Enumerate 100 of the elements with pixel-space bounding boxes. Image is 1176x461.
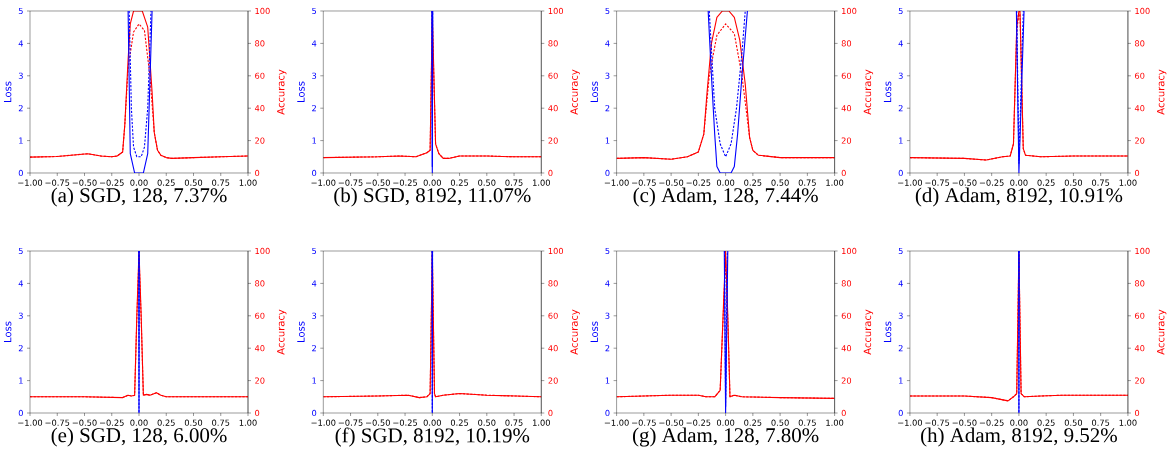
x-tick-label: 0.75 <box>1092 179 1110 186</box>
x-tick-label: −1.00 <box>898 419 923 426</box>
y-axis-title: Loss <box>3 321 12 342</box>
x-tick-label: 0.50 <box>1064 419 1083 426</box>
y2-tick-label: 20 <box>548 137 558 144</box>
y2-tick-label: 60 <box>1135 312 1145 319</box>
y-tick-label: 1 <box>899 137 903 144</box>
y2-tick-label: 100 <box>255 7 270 15</box>
x-tick-label: −1.00 <box>311 179 336 186</box>
x-tick-label: 0.75 <box>505 419 523 426</box>
y2-tick-label: 20 <box>1135 137 1145 144</box>
y-tick-label: 2 <box>605 345 610 352</box>
y-tick-label: 2 <box>18 345 23 352</box>
y-tick-label: 4 <box>18 280 24 287</box>
y2-axis-title: Accuracy <box>570 309 580 355</box>
y-tick-label: 1 <box>605 137 610 144</box>
text: (c) Adam, 128, 7.44% <box>633 187 818 207</box>
y2-tick-label: 0 <box>255 169 260 177</box>
y-tick-label: 0 <box>18 169 23 177</box>
y2-axis-title: Accuracy <box>863 69 874 115</box>
y2-axis-title: Accuracy <box>1157 69 1167 115</box>
y2-tick-label: 40 <box>254 345 265 352</box>
x-tick-label: 1.00 <box>1119 419 1137 426</box>
x-tick-label: 0.50 <box>478 179 496 186</box>
x-tick-label: 0.75 <box>798 419 816 426</box>
y2-tick-label: 20 <box>255 377 265 384</box>
y-tick-label: 5 <box>605 247 610 255</box>
y-tick-label: 3 <box>312 312 317 319</box>
text: (h) Adam, 8192, 9.52% <box>921 427 1117 447</box>
y2-tick-label: 40 <box>254 105 265 112</box>
y-tick-label: 3 <box>605 312 610 319</box>
y-tick-label: 3 <box>18 312 23 319</box>
y2-tick-label: 60 <box>548 312 558 319</box>
x-tick-label: −0.50 <box>659 179 684 186</box>
y2-tick-label: 80 <box>841 280 852 287</box>
x-tick-label: 0.25 <box>1037 419 1055 426</box>
x-tick-label: −0.25 <box>686 419 711 426</box>
y-axis-title: Loss <box>590 321 598 342</box>
x-tick-label: −1.00 <box>18 419 43 426</box>
x-tick-label: −0.75 <box>338 419 363 426</box>
y2-axis-title: Accuracy <box>1157 309 1167 355</box>
x-tick-label: −0.75 <box>45 419 70 426</box>
y2-tick-label: 0 <box>548 169 553 177</box>
x-tick-label: 0.00 <box>423 179 441 186</box>
x-tick-label: 0.00 <box>130 419 148 426</box>
y2-tick-label: 20 <box>548 377 558 384</box>
y2-tick-label: 0 <box>548 409 553 417</box>
y-axis-title: Loss <box>3 81 12 102</box>
x-tick-label: 0.25 <box>1037 179 1055 186</box>
x-tick-label: −1.00 <box>18 179 43 186</box>
y-tick-label: 3 <box>898 72 903 79</box>
x-tick-label: 0.50 <box>184 419 203 426</box>
y-tick-label: 0 <box>605 409 610 417</box>
y2-tick-label: 100 <box>255 247 270 255</box>
x-tick-label: 0.75 <box>212 179 230 186</box>
y-tick-label: 3 <box>312 72 317 79</box>
text: (e) SGD, 128, 6.00% <box>51 427 227 447</box>
y2-tick-label: 80 <box>1135 40 1145 47</box>
y2-tick-label: 80 <box>841 40 852 47</box>
text: (a) SGD, 128, 7.37% <box>51 187 227 207</box>
x-tick-label: 1.00 <box>533 419 550 426</box>
y-axis-title: Loss <box>883 81 892 102</box>
y-tick-label: 4 <box>605 280 610 287</box>
x-tick-label: −1.00 <box>604 419 629 426</box>
y2-tick-label: 0 <box>1134 169 1140 177</box>
y2-axis-title: Accuracy <box>277 69 287 115</box>
y-tick-label: 1 <box>899 377 903 384</box>
y-tick-label: 4 <box>311 40 317 47</box>
x-tick-label: 0.00 <box>716 419 735 426</box>
x-tick-label: 0.75 <box>1092 419 1110 426</box>
y-tick-label: 0 <box>312 409 317 417</box>
y-tick-label: 1 <box>19 377 23 384</box>
x-tick-label: −1.00 <box>604 179 629 186</box>
x-tick-label: −0.25 <box>393 419 417 426</box>
y-tick-label: 4 <box>311 280 317 287</box>
y2-tick-label: 0 <box>255 409 260 417</box>
x-tick-label: 0.50 <box>1064 179 1083 186</box>
y2-tick-label: 40 <box>1134 105 1145 112</box>
y2-tick-label: 40 <box>548 105 558 112</box>
y-tick-label: 0 <box>605 169 610 177</box>
x-tick-label: −0.75 <box>338 179 363 186</box>
y2-tick-label: 80 <box>255 280 265 287</box>
y2-tick-label: 20 <box>841 137 852 144</box>
y-tick-label: 5 <box>312 7 317 15</box>
y-tick-label: 5 <box>605 7 610 15</box>
y-tick-label: 0 <box>898 169 903 177</box>
y-tick-label: 5 <box>18 247 23 255</box>
y-axis-title: Loss <box>297 81 305 102</box>
y-tick-label: 0 <box>18 409 23 417</box>
y2-tick-label: 40 <box>1134 345 1145 352</box>
x-tick-label: 1.00 <box>826 419 844 426</box>
x-tick-label: 0.25 <box>744 419 762 426</box>
y2-axis-title: Accuracy <box>277 309 287 355</box>
x-tick-label: −0.50 <box>659 419 684 426</box>
y2-tick-label: 60 <box>548 72 558 79</box>
x-tick-label: −0.75 <box>632 179 656 186</box>
y-tick-label: 4 <box>605 40 610 47</box>
x-tick-label: −0.75 <box>45 179 70 186</box>
x-tick-label: −1.00 <box>898 179 923 186</box>
y-tick-label: 5 <box>898 247 903 255</box>
